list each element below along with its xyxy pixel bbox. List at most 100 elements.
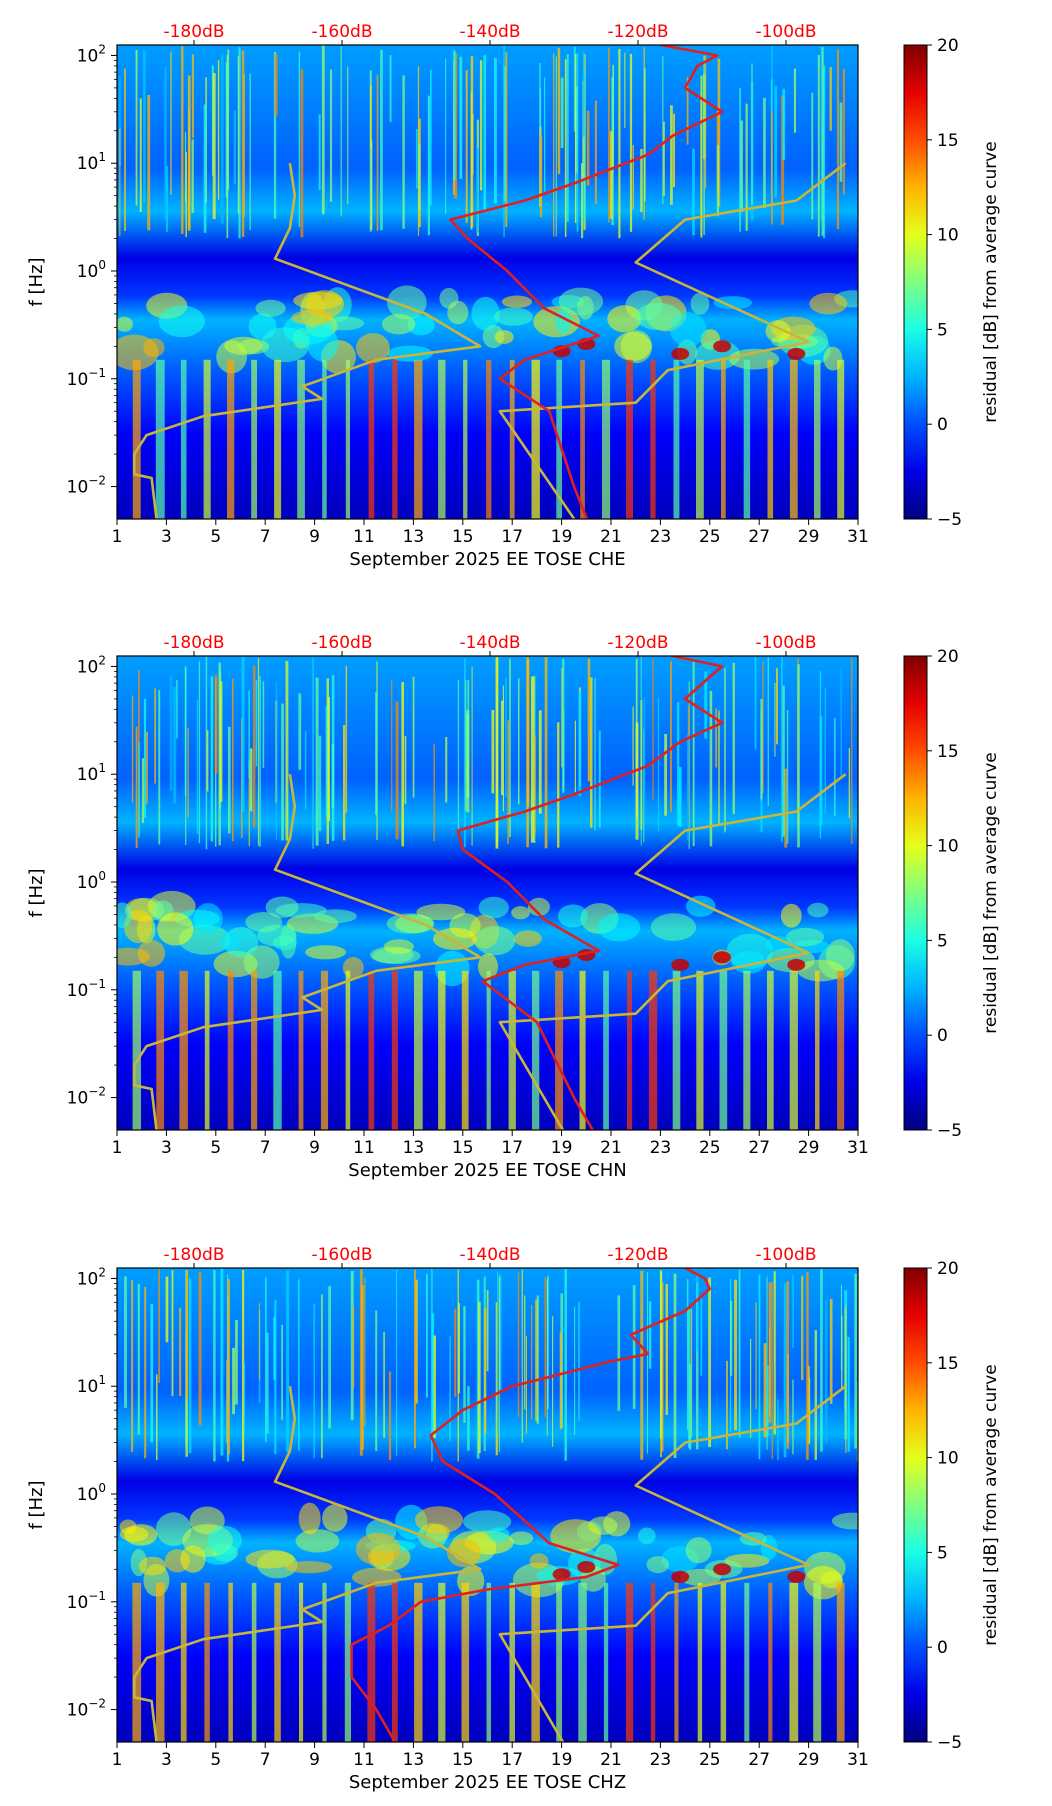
noise-streak (255, 680, 258, 767)
noise-streak (535, 734, 537, 834)
x-tick-label: 5 (210, 1138, 221, 1158)
microseism-blob (180, 1545, 206, 1573)
noise-streak (662, 56, 664, 205)
x-tick-label: 9 (309, 527, 320, 547)
colorbar: 20 15 10 5 0 −5 residual [dB] from average cur… (903, 1259, 1001, 1753)
noise-streak (792, 1274, 794, 1348)
plot-area (117, 656, 858, 1130)
x-tick-label: 25 (699, 527, 721, 547)
noise-streak (781, 95, 785, 225)
noise-streak (479, 60, 483, 191)
noise-streak (463, 1306, 466, 1423)
noise-streak (198, 1272, 202, 1426)
daily-band (697, 1582, 703, 1742)
microseism-blob (143, 338, 165, 358)
daily-band (322, 1582, 327, 1742)
microseism-blob (355, 1532, 401, 1566)
x-tick-label: 17 (501, 1750, 523, 1770)
colorbar-tick-label: 0 (937, 1026, 948, 1046)
noise-streak (158, 690, 161, 845)
noise-streak (524, 1295, 526, 1410)
noise-streak (696, 1275, 699, 1351)
noise-streak (609, 131, 613, 219)
x-tick-label: 27 (748, 1138, 770, 1158)
daily-band (228, 1582, 233, 1742)
x-tick-label: 5 (210, 1750, 221, 1770)
y-tick-label: 102 (77, 653, 106, 677)
daily-band (273, 970, 282, 1130)
colorbar-tick-label: 5 (937, 320, 948, 340)
daily-band (251, 970, 258, 1130)
noise-streak (557, 722, 560, 848)
microseism-blob (255, 299, 286, 317)
noise-streak (345, 666, 348, 813)
colorbar-tick-label: 10 (937, 1449, 959, 1469)
db-tick-label: -120dB (607, 22, 668, 42)
noise-streak (632, 145, 634, 210)
noise-streak (150, 1304, 154, 1443)
daily-band (603, 1582, 609, 1742)
microseism-blob (447, 300, 469, 325)
hot-spot (552, 1568, 571, 1581)
colorbar-gradient (903, 1267, 928, 1743)
daily-band (463, 359, 468, 519)
y-tick-exponent: 2 (98, 653, 106, 667)
noise-streak (232, 1347, 235, 1415)
daily-band (180, 1582, 187, 1742)
noise-streak (505, 677, 507, 798)
noise-streak (486, 1290, 489, 1372)
spectrogram-panel-1: 1 3 5 7 9 11 13 15 17 19 21 23 25 27 29 3110−210−110010… (26, 22, 1001, 570)
noise-streak (359, 1269, 363, 1456)
noise-streak (643, 68, 646, 202)
noise-streak (158, 1268, 160, 1383)
daily-band (555, 970, 564, 1130)
x-tick-label: 19 (551, 1750, 573, 1770)
noise-streak (478, 1301, 481, 1454)
daily-band (155, 359, 165, 519)
db-tick-label: -160dB (311, 22, 372, 42)
noise-streak (173, 686, 177, 804)
microseism-blob (245, 1549, 295, 1569)
daily-band (556, 1582, 562, 1742)
noise-streak (793, 68, 796, 133)
noise-streak (325, 705, 328, 817)
noise-streak (786, 710, 789, 844)
x-tick-label: 11 (353, 1750, 375, 1770)
y-tick-label: 10−1 (67, 366, 106, 390)
daily-band (672, 970, 681, 1130)
daily-band (204, 970, 210, 1130)
y-tick-label: 101 (77, 1373, 106, 1397)
microseism-blob (511, 906, 530, 920)
noise-streak (686, 77, 689, 145)
noise-streak (677, 702, 680, 826)
hot-spot (787, 347, 806, 360)
noise-streak (526, 657, 529, 848)
noise-streak (581, 163, 584, 239)
noise-streak (143, 698, 147, 818)
noise-streak (635, 722, 639, 840)
noise-streak (750, 1338, 752, 1438)
x-axis-label: September 2025 EE TOSE CHN (348, 1160, 626, 1181)
noise-streak (318, 735, 322, 832)
noise-streak (560, 77, 564, 149)
microseism-blob (607, 305, 642, 333)
noise-streak (187, 75, 191, 231)
x-tick-label: 31 (847, 527, 869, 547)
noise-streak (266, 1332, 269, 1434)
noise-streak (426, 1273, 428, 1398)
noise-streak (594, 677, 596, 831)
noise-streak (217, 60, 220, 200)
daily-band (251, 359, 257, 519)
daily-band (156, 970, 165, 1130)
y-tick-exponent: −1 (88, 366, 106, 380)
red-median-curve (456, 656, 724, 1130)
spectrogram-panel-3: 1 3 5 7 9 11 13 15 17 19 21 23 25 27 29 3110−210−110010… (26, 1245, 1001, 1793)
noise-streak (449, 1336, 451, 1441)
noise-streak (188, 1277, 192, 1454)
microseism-blob (513, 930, 542, 947)
x-tick-label: 17 (501, 1138, 523, 1158)
noise-streak (517, 1272, 520, 1417)
noise-streak (135, 49, 138, 206)
noise-streak (154, 688, 156, 784)
noise-streak (760, 698, 763, 800)
